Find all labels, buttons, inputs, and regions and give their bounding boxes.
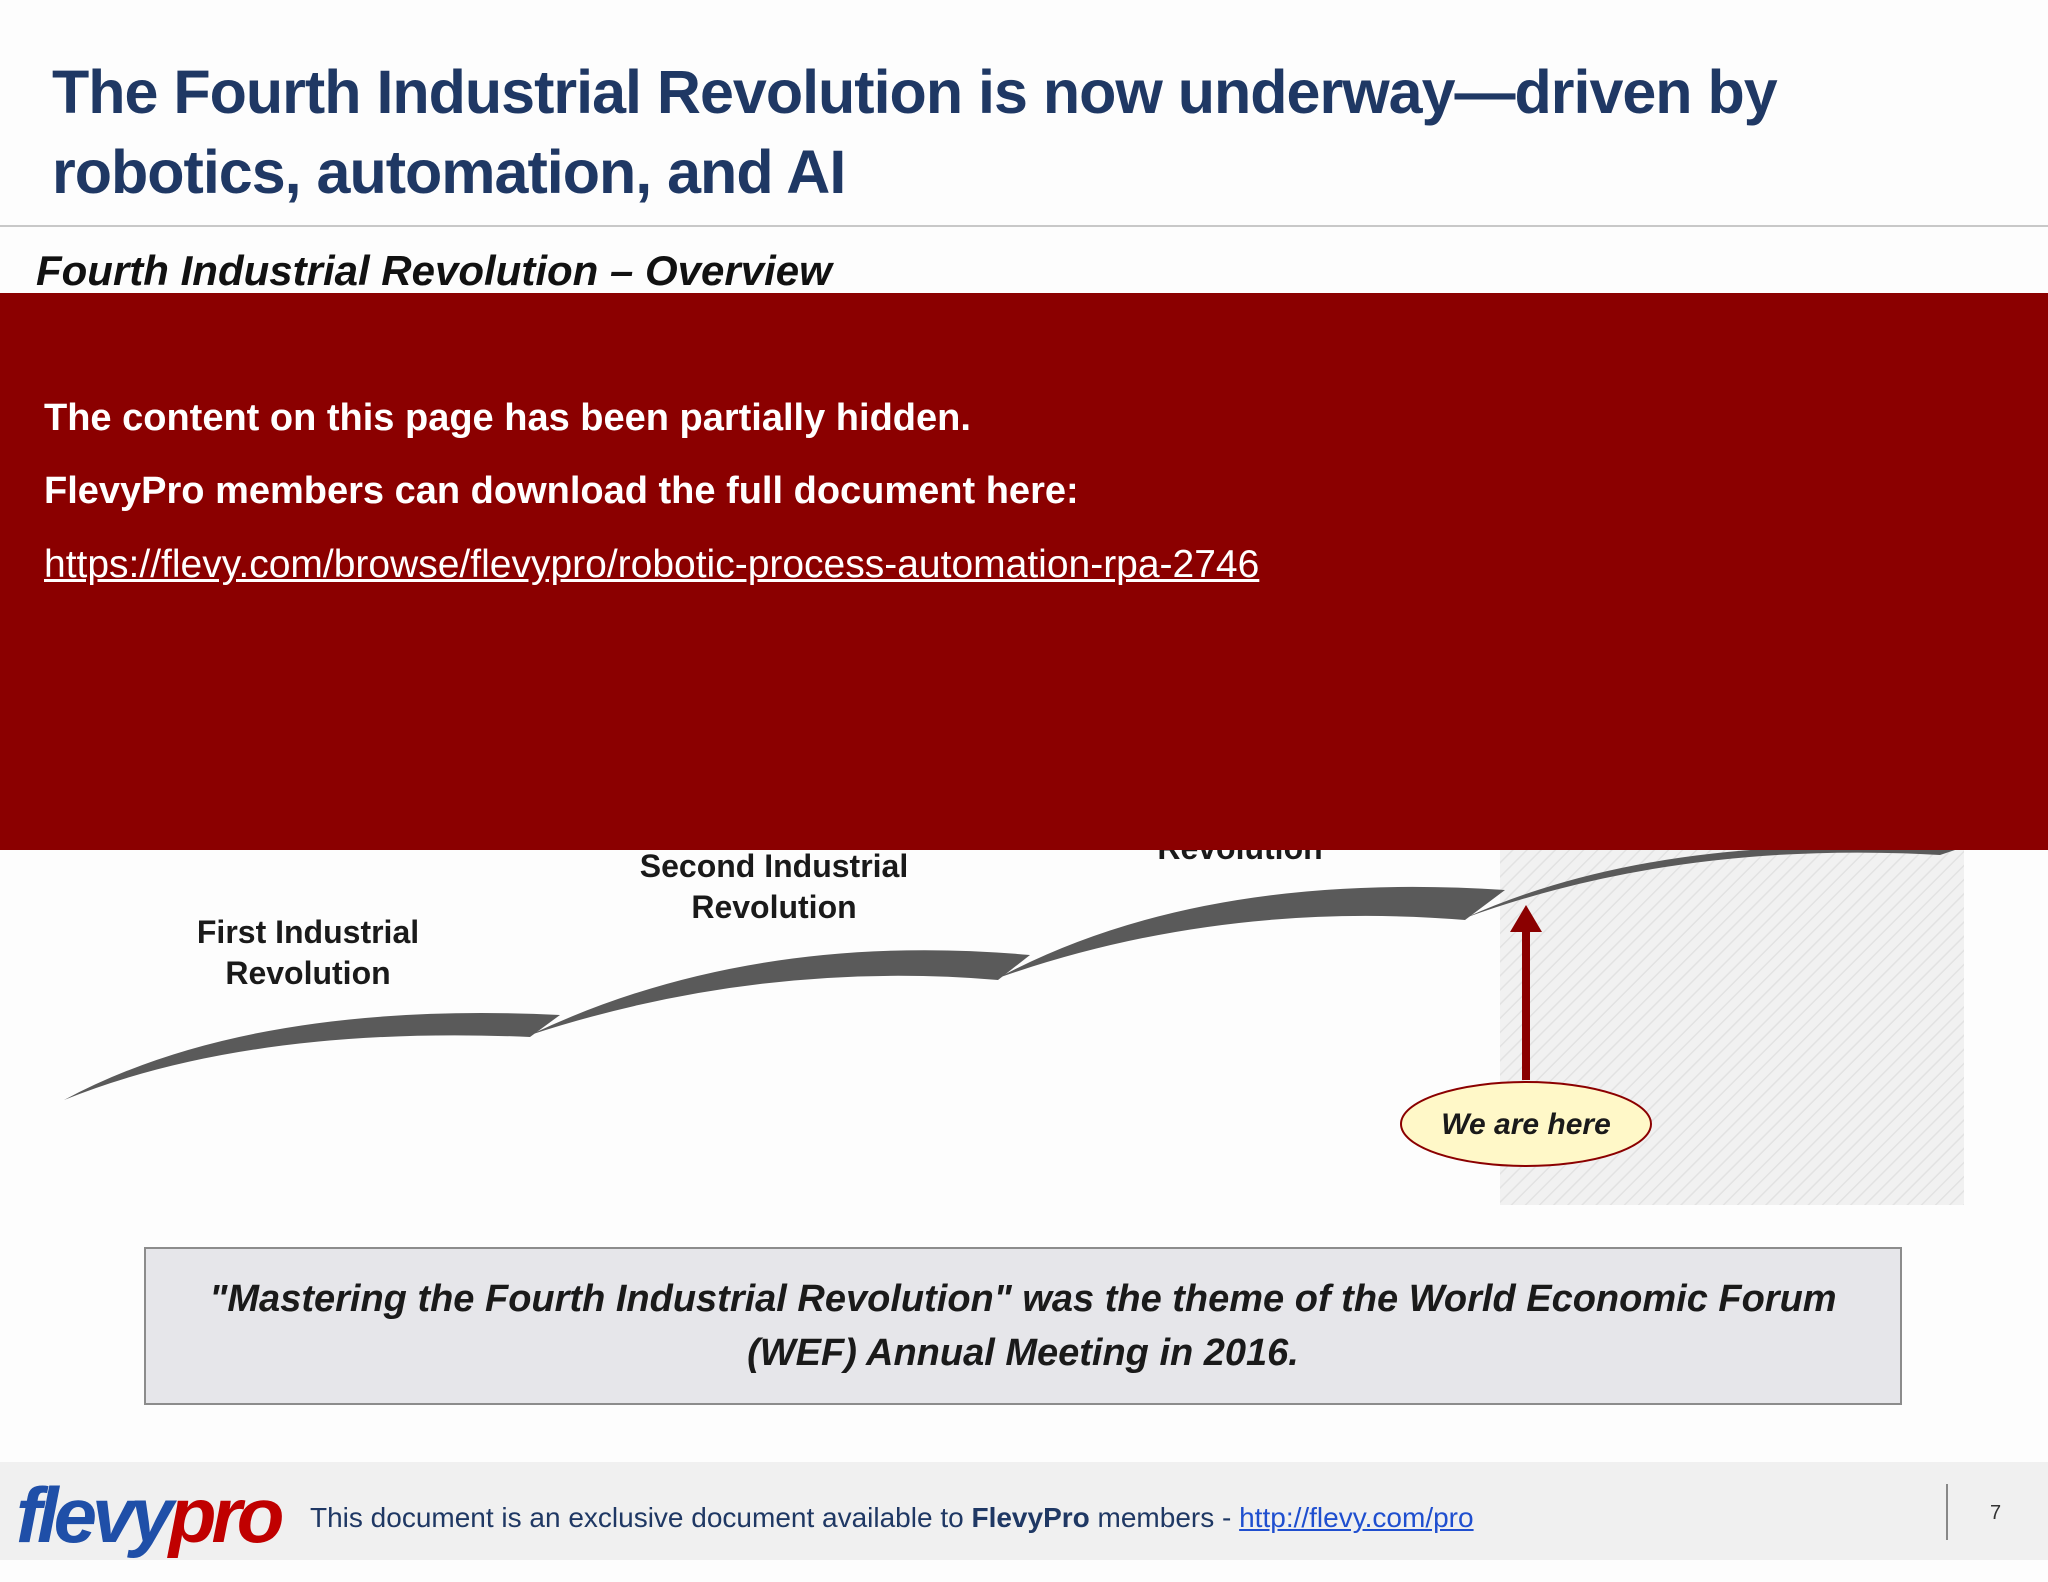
wef-quote-box: "Mastering the Fourth Industrial Revolut… <box>144 1247 1902 1405</box>
footer-link[interactable]: http://flevy.com/pro <box>1239 1502 1474 1533</box>
footer-text-prefix: This document is an exclusive document a… <box>310 1502 972 1533</box>
marker-arrow-head <box>1510 905 1542 932</box>
page-number: 7 <box>1990 1502 2002 1524</box>
section-subtitle: Fourth Industrial Revolution – Overview <box>36 247 832 294</box>
first-revolution-line2: Revolution <box>225 955 391 991</box>
wave-arrow-2 <box>530 950 1030 1035</box>
hidden-content-overlay: The content on this page has been partia… <box>0 293 2048 850</box>
second-revolution-label: Second Industrial Revolution <box>604 846 944 928</box>
wave-arrow-1 <box>64 1013 560 1100</box>
slide-title: The Fourth Industrial Revolution is now … <box>52 58 1778 206</box>
we-are-here-bubble <box>1400 1081 1652 1167</box>
second-revolution-line2: Revolution <box>691 889 857 925</box>
first-revolution-label: First Industrial Revolution <box>150 912 466 994</box>
wave-arrow-4 <box>1465 846 1955 918</box>
first-revolution-line1: First Industrial <box>196 914 420 950</box>
marker-arrow-shaft <box>1522 928 1530 1080</box>
overlay-download-link[interactable]: https://flevy.com/browse/flevypro/roboti… <box>44 543 1260 586</box>
flevypro-logo: flevypro <box>16 1470 285 1560</box>
footer-text-bold: FlevyPro <box>971 1502 1090 1533</box>
footer-text-suffix: members - <box>1089 1502 1240 1533</box>
title-divider <box>0 225 2048 227</box>
wave-arrow-3 <box>998 886 1505 978</box>
we-are-here-label: We are here <box>1441 1108 1611 1141</box>
footer-notice: This document is an exclusive document a… <box>310 1502 1474 1534</box>
logo-pro: pro <box>168 1471 285 1559</box>
footer-divider <box>1946 1484 1948 1540</box>
overlay-download-prompt: FlevyPro members can download the full d… <box>44 470 1079 512</box>
logo-flevy: flevy <box>16 1471 174 1559</box>
overlay-message: The content on this page has been partia… <box>44 397 971 439</box>
footer-bar: flevypro This document is an exclusive d… <box>0 1462 2048 1560</box>
second-revolution-line1: Second Industrial <box>639 848 909 884</box>
